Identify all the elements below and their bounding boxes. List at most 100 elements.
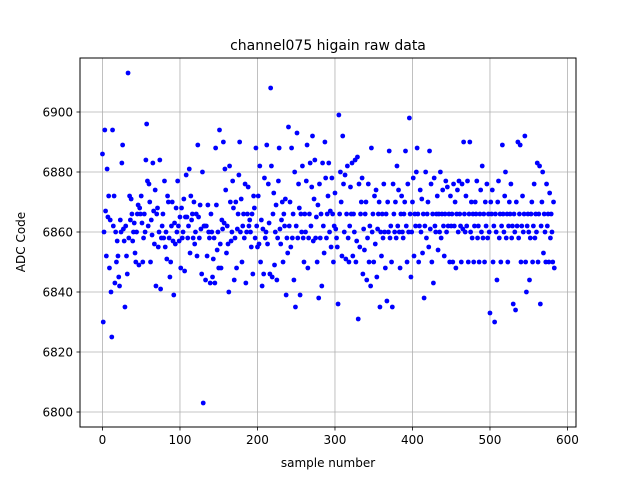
data-point <box>466 211 472 217</box>
data-point <box>210 256 216 262</box>
data-point <box>296 205 302 211</box>
data-point <box>534 229 539 235</box>
data-point <box>339 253 345 259</box>
data-point <box>303 229 308 235</box>
data-point <box>320 160 325 166</box>
data-point <box>492 319 498 325</box>
data-point <box>244 229 250 235</box>
data-point <box>125 70 131 76</box>
data-point <box>307 211 312 217</box>
data-point <box>323 175 329 181</box>
data-point <box>285 250 291 256</box>
data-point <box>157 157 163 163</box>
data-point <box>380 235 386 241</box>
data-point <box>465 259 471 265</box>
data-point <box>217 127 222 133</box>
data-point <box>175 178 181 184</box>
data-point <box>296 181 301 187</box>
data-point <box>448 193 453 199</box>
data-point <box>510 223 515 229</box>
data-point <box>332 190 338 196</box>
data-point <box>228 238 234 244</box>
data-point <box>214 247 220 253</box>
data-point <box>476 259 482 265</box>
data-point <box>117 217 123 223</box>
data-point <box>496 235 502 241</box>
data-point <box>351 229 357 235</box>
data-point <box>189 217 195 223</box>
data-point <box>217 241 223 247</box>
data-point <box>269 274 275 280</box>
data-point <box>551 265 557 271</box>
data-point <box>465 178 470 184</box>
data-point <box>290 211 296 217</box>
data-point <box>295 235 301 241</box>
data-point <box>441 223 446 229</box>
data-point <box>284 235 290 241</box>
data-point <box>358 211 363 217</box>
data-point <box>336 112 342 118</box>
data-point <box>411 253 417 259</box>
data-point <box>311 196 317 202</box>
data-point <box>265 241 270 247</box>
data-point <box>499 142 505 148</box>
data-point <box>324 211 330 217</box>
data-point <box>266 220 272 226</box>
data-point <box>281 211 287 217</box>
data-point <box>182 268 188 274</box>
data-point <box>106 193 112 199</box>
data-point <box>240 223 246 229</box>
data-point <box>204 253 210 259</box>
y-tick-label: 6900 <box>42 105 73 119</box>
data-point <box>145 223 151 229</box>
data-point <box>177 214 183 220</box>
data-point <box>200 400 206 406</box>
data-point <box>482 259 487 265</box>
data-point <box>501 229 507 235</box>
data-point <box>306 235 312 241</box>
data-point <box>517 142 523 148</box>
data-point <box>359 175 365 181</box>
data-point <box>107 217 113 223</box>
data-point <box>487 310 493 316</box>
data-point <box>346 259 352 265</box>
data-point <box>376 199 382 205</box>
data-point <box>406 115 412 121</box>
data-point <box>537 163 542 169</box>
data-point <box>294 130 300 136</box>
data-point <box>262 235 268 241</box>
data-point <box>427 226 433 232</box>
data-point <box>444 229 449 235</box>
data-point <box>443 178 449 184</box>
data-point <box>519 223 525 229</box>
data-point <box>357 244 363 250</box>
data-point <box>388 223 394 229</box>
data-point <box>431 175 437 181</box>
data-point <box>179 205 184 211</box>
data-point <box>258 217 264 223</box>
data-point <box>365 181 371 187</box>
data-point <box>365 235 370 241</box>
data-point <box>429 259 435 265</box>
data-point <box>430 211 436 217</box>
data-point <box>134 229 139 235</box>
data-point <box>435 247 441 253</box>
data-point <box>378 229 384 235</box>
data-point <box>358 199 364 205</box>
data-point <box>444 184 450 190</box>
data-point <box>316 295 322 301</box>
data-point <box>129 211 135 217</box>
data-point <box>324 235 329 241</box>
data-point <box>374 274 380 280</box>
data-point <box>395 223 401 229</box>
data-point <box>137 205 143 211</box>
data-point <box>314 259 320 265</box>
data-point <box>368 283 374 289</box>
data-point <box>207 235 212 241</box>
data-point <box>232 235 238 241</box>
data-point <box>426 244 432 250</box>
data-point <box>169 223 174 229</box>
data-point <box>209 229 215 235</box>
data-point <box>422 223 428 229</box>
